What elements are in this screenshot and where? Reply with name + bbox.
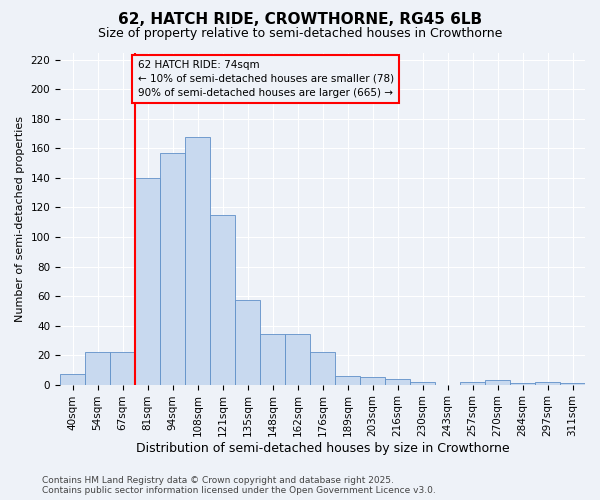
Bar: [60, 374, 85, 384]
Bar: [285, 334, 310, 384]
Bar: [260, 334, 285, 384]
Bar: [310, 352, 335, 384]
Text: Size of property relative to semi-detached houses in Crowthorne: Size of property relative to semi-detach…: [98, 28, 502, 40]
Bar: [485, 380, 510, 384]
Bar: [335, 376, 360, 384]
Bar: [535, 382, 560, 384]
Bar: [235, 300, 260, 384]
Text: 62 HATCH RIDE: 74sqm
← 10% of semi-detached houses are smaller (78)
90% of semi-: 62 HATCH RIDE: 74sqm ← 10% of semi-detac…: [137, 60, 394, 98]
Text: 62, HATCH RIDE, CROWTHORNE, RG45 6LB: 62, HATCH RIDE, CROWTHORNE, RG45 6LB: [118, 12, 482, 28]
Bar: [560, 383, 585, 384]
Bar: [185, 136, 210, 384]
Bar: [135, 178, 160, 384]
Bar: [360, 377, 385, 384]
Y-axis label: Number of semi-detached properties: Number of semi-detached properties: [15, 116, 25, 322]
Bar: [410, 382, 435, 384]
Bar: [160, 153, 185, 384]
Bar: [510, 383, 535, 384]
Bar: [85, 352, 110, 384]
Text: Contains HM Land Registry data © Crown copyright and database right 2025.
Contai: Contains HM Land Registry data © Crown c…: [42, 476, 436, 495]
Bar: [385, 378, 410, 384]
X-axis label: Distribution of semi-detached houses by size in Crowthorne: Distribution of semi-detached houses by …: [136, 442, 509, 455]
Bar: [460, 382, 485, 384]
Bar: [110, 352, 135, 384]
Bar: [210, 215, 235, 384]
